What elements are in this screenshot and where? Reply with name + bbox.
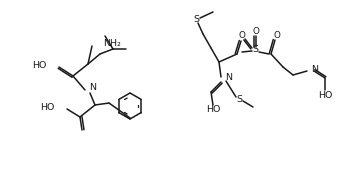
Text: O: O xyxy=(253,27,260,37)
Text: O: O xyxy=(238,31,245,39)
Text: HO: HO xyxy=(33,60,47,70)
Text: O: O xyxy=(273,31,280,39)
Text: NH₂: NH₂ xyxy=(103,39,121,48)
Text: S: S xyxy=(236,94,242,104)
Text: N: N xyxy=(311,64,318,74)
Text: N: N xyxy=(225,74,232,82)
Text: HO: HO xyxy=(318,90,332,100)
Text: HO: HO xyxy=(41,104,55,112)
Text: N: N xyxy=(89,84,96,92)
Text: HO: HO xyxy=(206,104,220,114)
Text: S: S xyxy=(193,15,199,25)
Text: S: S xyxy=(252,46,258,54)
